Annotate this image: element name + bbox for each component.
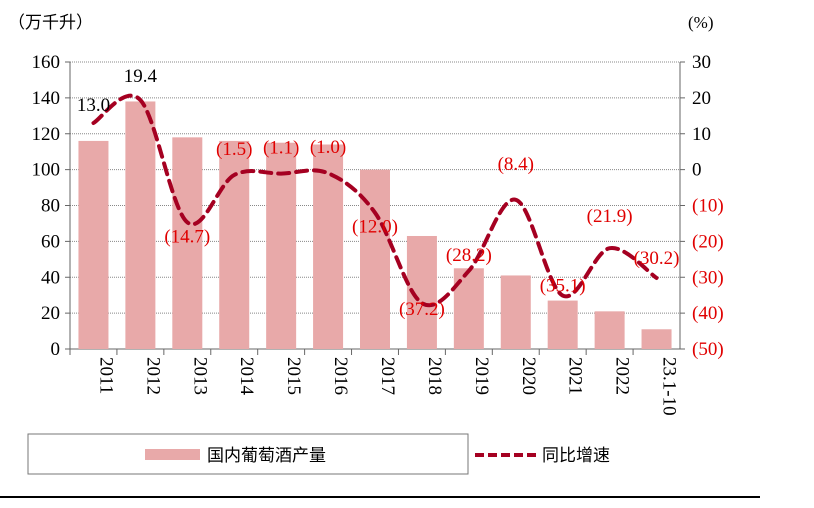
legend-line-label: 同比增速 bbox=[542, 446, 610, 466]
right-tick-label: 30 bbox=[692, 52, 711, 73]
bar bbox=[172, 137, 203, 349]
bar bbox=[547, 300, 578, 349]
data-label: 13.0 bbox=[77, 95, 110, 116]
data-label: (28.2) bbox=[446, 245, 492, 266]
left-unit: （万千升） bbox=[8, 13, 93, 32]
right-tick-label: 10 bbox=[692, 124, 711, 145]
data-label: (14.7) bbox=[164, 226, 210, 247]
left-tick-label: 60 bbox=[41, 231, 60, 252]
right-unit: (%) bbox=[688, 13, 713, 32]
bar bbox=[125, 101, 156, 350]
bar bbox=[641, 329, 672, 349]
right-tick-label: (50) bbox=[692, 339, 724, 360]
x-tick-label: 2012 bbox=[142, 357, 163, 395]
right-tick-label: 20 bbox=[692, 88, 711, 109]
data-label: 19.4 bbox=[124, 66, 158, 87]
data-label: (35.1) bbox=[540, 276, 586, 297]
bar bbox=[360, 169, 390, 349]
x-tick-label: 23.1-10 bbox=[659, 357, 680, 416]
data-label: (8.4) bbox=[498, 154, 534, 175]
data-label: (1.5) bbox=[216, 139, 252, 160]
legend-bar-swatch bbox=[145, 449, 200, 460]
x-tick-label: 2022 bbox=[612, 357, 633, 395]
data-label: (30.2) bbox=[634, 248, 680, 269]
x-tick-label: 2018 bbox=[424, 357, 445, 395]
x-tick-label: 2017 bbox=[377, 357, 398, 395]
x-tick-label: 2016 bbox=[330, 357, 351, 395]
right-tick-label: (10) bbox=[692, 196, 724, 217]
data-label: (37.2) bbox=[399, 299, 445, 320]
right-tick-label: 0 bbox=[692, 160, 702, 181]
right-tick-label: (20) bbox=[692, 231, 724, 252]
legend-box bbox=[27, 433, 469, 475]
left-tick-label: 0 bbox=[51, 339, 61, 360]
right-tick-label: (30) bbox=[692, 267, 724, 288]
x-tick-label: 2014 bbox=[236, 357, 257, 396]
left-tick-label: 20 bbox=[41, 303, 60, 324]
legend-bar-label: 国内葡萄酒产量 bbox=[207, 446, 326, 466]
data-label: (12.0) bbox=[352, 217, 398, 238]
left-tick-label: 160 bbox=[32, 52, 61, 73]
x-tick-label: 2021 bbox=[565, 357, 586, 395]
left-tick-label: 40 bbox=[41, 267, 60, 288]
data-label: (1.1) bbox=[263, 138, 299, 159]
left-tick-label: 120 bbox=[32, 124, 61, 145]
bar bbox=[313, 144, 344, 349]
bar bbox=[594, 311, 625, 349]
bar bbox=[266, 142, 297, 349]
growth-line bbox=[91, 93, 659, 308]
left-tick-label: 140 bbox=[32, 88, 61, 109]
bar bbox=[78, 140, 109, 349]
x-tick-label: 2015 bbox=[283, 357, 304, 395]
right-tick-label: (40) bbox=[692, 303, 724, 324]
left-tick-label: 100 bbox=[32, 160, 61, 181]
data-label: (21.9) bbox=[587, 206, 633, 227]
x-tick-label: 2020 bbox=[518, 357, 539, 395]
x-tick-label: 2013 bbox=[189, 357, 210, 395]
x-tick-label: 2019 bbox=[471, 357, 492, 395]
x-tick-label: 2011 bbox=[95, 357, 116, 394]
data-label: (1.0) bbox=[310, 137, 346, 158]
bar bbox=[500, 275, 531, 349]
left-tick-label: 80 bbox=[41, 196, 60, 217]
